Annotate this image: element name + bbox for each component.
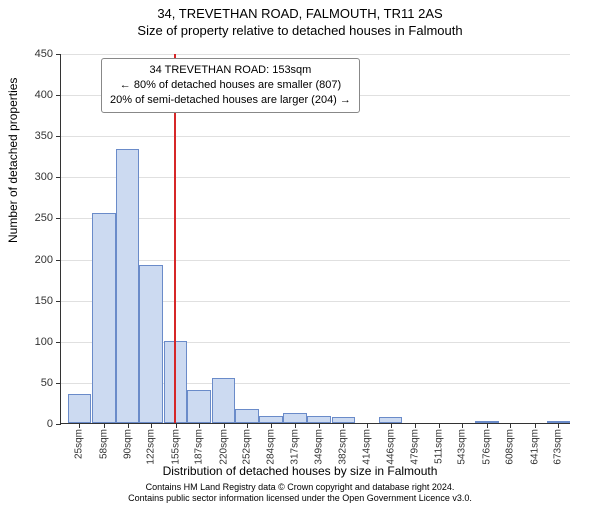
xtick	[295, 423, 296, 428]
xtick	[391, 423, 392, 428]
xtick-label: 25sqm	[74, 429, 85, 459]
xtick	[487, 423, 488, 428]
annotation-line1: 34 TREVETHAN ROAD: 153sqm	[110, 63, 351, 78]
histogram-bar	[116, 149, 140, 423]
xtick-label: 446sqm	[385, 429, 396, 465]
xtick-label: 543sqm	[457, 429, 468, 465]
histogram-bar	[283, 413, 307, 423]
xtick-label: 122sqm	[146, 429, 157, 465]
xtick	[535, 423, 536, 428]
xtick-label: 576sqm	[481, 429, 492, 465]
annotation-line3: 20% of semi-detached houses are larger (…	[110, 93, 351, 108]
xtick-label: 252sqm	[242, 429, 253, 465]
xtick-label: 608sqm	[505, 429, 516, 465]
xtick-label: 414sqm	[362, 429, 373, 465]
xtick	[415, 423, 416, 428]
footer-line1: Contains HM Land Registry data © Crown c…	[0, 482, 600, 493]
chart-title: 34, TREVETHAN ROAD, FALMOUTH, TR11 2AS	[0, 6, 600, 21]
xtick-label: 90sqm	[122, 429, 133, 459]
histogram-bar	[212, 378, 236, 423]
xtick	[79, 423, 80, 428]
x-axis-label: Distribution of detached houses by size …	[0, 464, 600, 478]
ytick-label: 0	[47, 418, 53, 430]
ytick	[56, 54, 61, 55]
ytick	[56, 301, 61, 302]
xtick	[104, 423, 105, 428]
ytick	[56, 383, 61, 384]
ytick-label: 100	[35, 336, 53, 348]
xtick	[176, 423, 177, 428]
histogram-bar	[259, 416, 283, 423]
ytick-label: 200	[35, 254, 53, 266]
ytick-label: 400	[35, 89, 53, 101]
xtick-label: 382sqm	[338, 429, 349, 465]
gridline	[61, 54, 570, 55]
xtick-label: 187sqm	[194, 429, 205, 465]
xtick-label: 155sqm	[170, 429, 181, 465]
xtick	[439, 423, 440, 428]
gridline	[61, 136, 570, 137]
xtick	[462, 423, 463, 428]
xtick	[319, 423, 320, 428]
ytick-label: 50	[41, 377, 53, 389]
ytick-label: 300	[35, 171, 53, 183]
xtick	[510, 423, 511, 428]
ytick	[56, 260, 61, 261]
xtick	[247, 423, 248, 428]
annotation-box: 34 TREVETHAN ROAD: 153sqm ← 80% of detac…	[101, 58, 360, 113]
ytick-label: 150	[35, 295, 53, 307]
histogram-bar	[92, 213, 116, 423]
chart-histogram: 05010015020025030035040045025sqm58sqm90s…	[60, 54, 570, 424]
ytick	[56, 218, 61, 219]
xtick	[128, 423, 129, 428]
xtick	[151, 423, 152, 428]
xtick	[224, 423, 225, 428]
histogram-bar	[139, 265, 163, 423]
xtick-label: 479sqm	[410, 429, 421, 465]
histogram-bar	[68, 394, 92, 423]
xtick-label: 511sqm	[433, 429, 444, 464]
annotation-line2: ← 80% of detached houses are smaller (80…	[110, 78, 351, 93]
xtick-label: 641sqm	[529, 429, 540, 465]
xtick-label: 284sqm	[265, 429, 276, 465]
xtick	[199, 423, 200, 428]
ytick-label: 450	[35, 48, 53, 60]
ytick-label: 250	[35, 212, 53, 224]
xtick-label: 673sqm	[553, 429, 564, 465]
ytick	[56, 136, 61, 137]
ytick	[56, 95, 61, 96]
ytick	[56, 342, 61, 343]
xtick	[367, 423, 368, 428]
y-axis-label: Number of detached properties	[6, 78, 20, 243]
xtick	[343, 423, 344, 428]
xtick-label: 220sqm	[218, 429, 229, 465]
ytick	[56, 177, 61, 178]
xtick-label: 58sqm	[98, 429, 109, 459]
ytick	[56, 424, 61, 425]
histogram-bar	[187, 390, 211, 423]
footer-attribution: Contains HM Land Registry data © Crown c…	[0, 482, 600, 504]
xtick	[558, 423, 559, 428]
xtick-label: 349sqm	[313, 429, 324, 465]
footer-line2: Contains public sector information licen…	[0, 493, 600, 504]
xtick-label: 317sqm	[290, 429, 301, 465]
chart-subtitle: Size of property relative to detached ho…	[0, 23, 600, 38]
ytick-label: 350	[35, 130, 53, 142]
xtick	[271, 423, 272, 428]
histogram-bar	[235, 409, 259, 423]
